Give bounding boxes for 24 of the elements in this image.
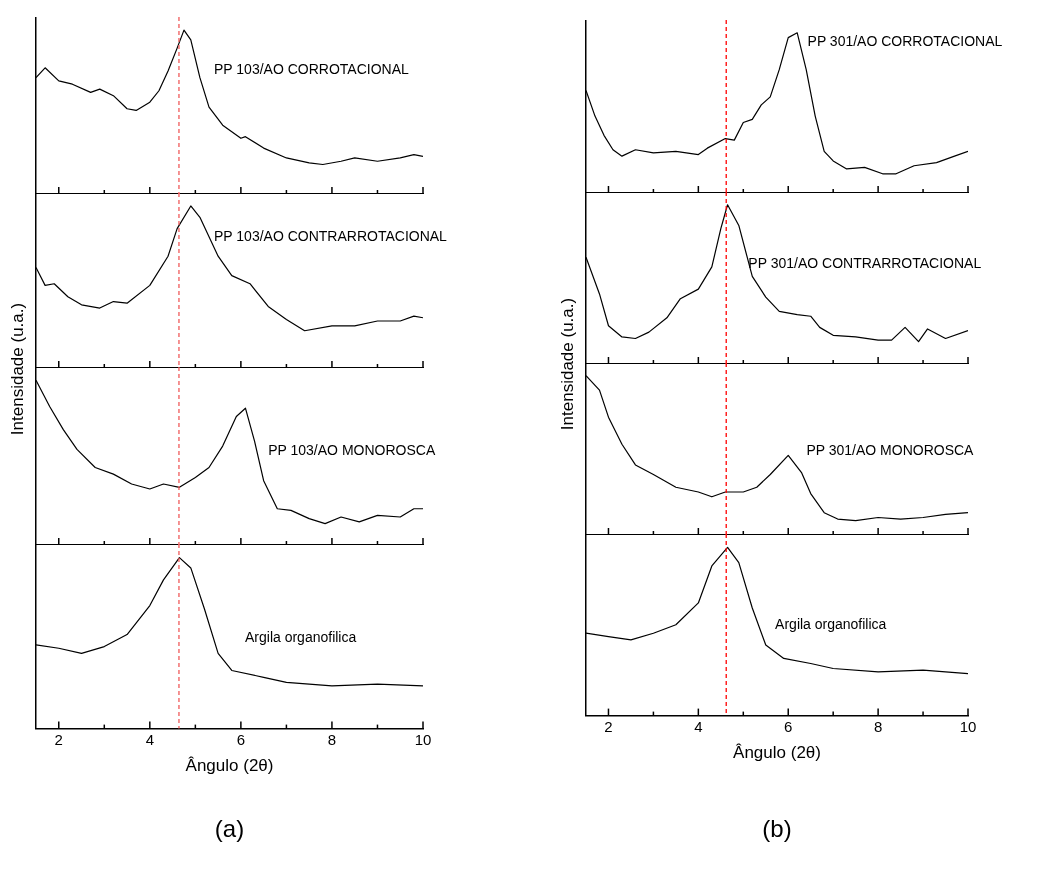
x-axis-title: Ângulo (2θ) <box>185 756 274 776</box>
series-label: Argila organofilica <box>244 629 357 646</box>
series-label: PP 103/AO CONTRARROTACIONAL <box>214 227 448 244</box>
x-tick-label: 4 <box>145 730 154 748</box>
x-tick-label: 8 <box>873 717 883 735</box>
series-label: PP 103/AO MONOROSCA <box>268 441 436 458</box>
series-label: PP 301/AO CONTRARROTACIONAL <box>748 255 982 272</box>
series-label: PP 301/AO CORROTACIONAL <box>807 33 1003 50</box>
series-label: PP 103/AO CORROTACIONAL <box>214 60 409 77</box>
x-tick-label: 8 <box>327 730 337 748</box>
y-axis-title: Intensidade (u.a.) <box>558 297 578 430</box>
x-tick-label: 2 <box>54 730 63 748</box>
x-tick-label: 6 <box>784 717 793 735</box>
x-tick-label: 2 <box>604 717 613 735</box>
x-tick-label: 6 <box>236 730 246 748</box>
series-label: PP 301/AO MONOROSCA <box>806 441 975 458</box>
text: (a) <box>214 815 245 843</box>
x-tick-label: 10 <box>959 717 977 735</box>
x-tick-label: 10 <box>414 730 432 748</box>
text: (b) <box>762 815 792 843</box>
y-axis-title: Intensidade (u.a.) <box>8 302 28 435</box>
x-axis-title: Ângulo (2θ) <box>733 743 821 763</box>
series-label: Argila organofilica <box>775 615 887 632</box>
x-tick-label: 4 <box>694 717 703 735</box>
